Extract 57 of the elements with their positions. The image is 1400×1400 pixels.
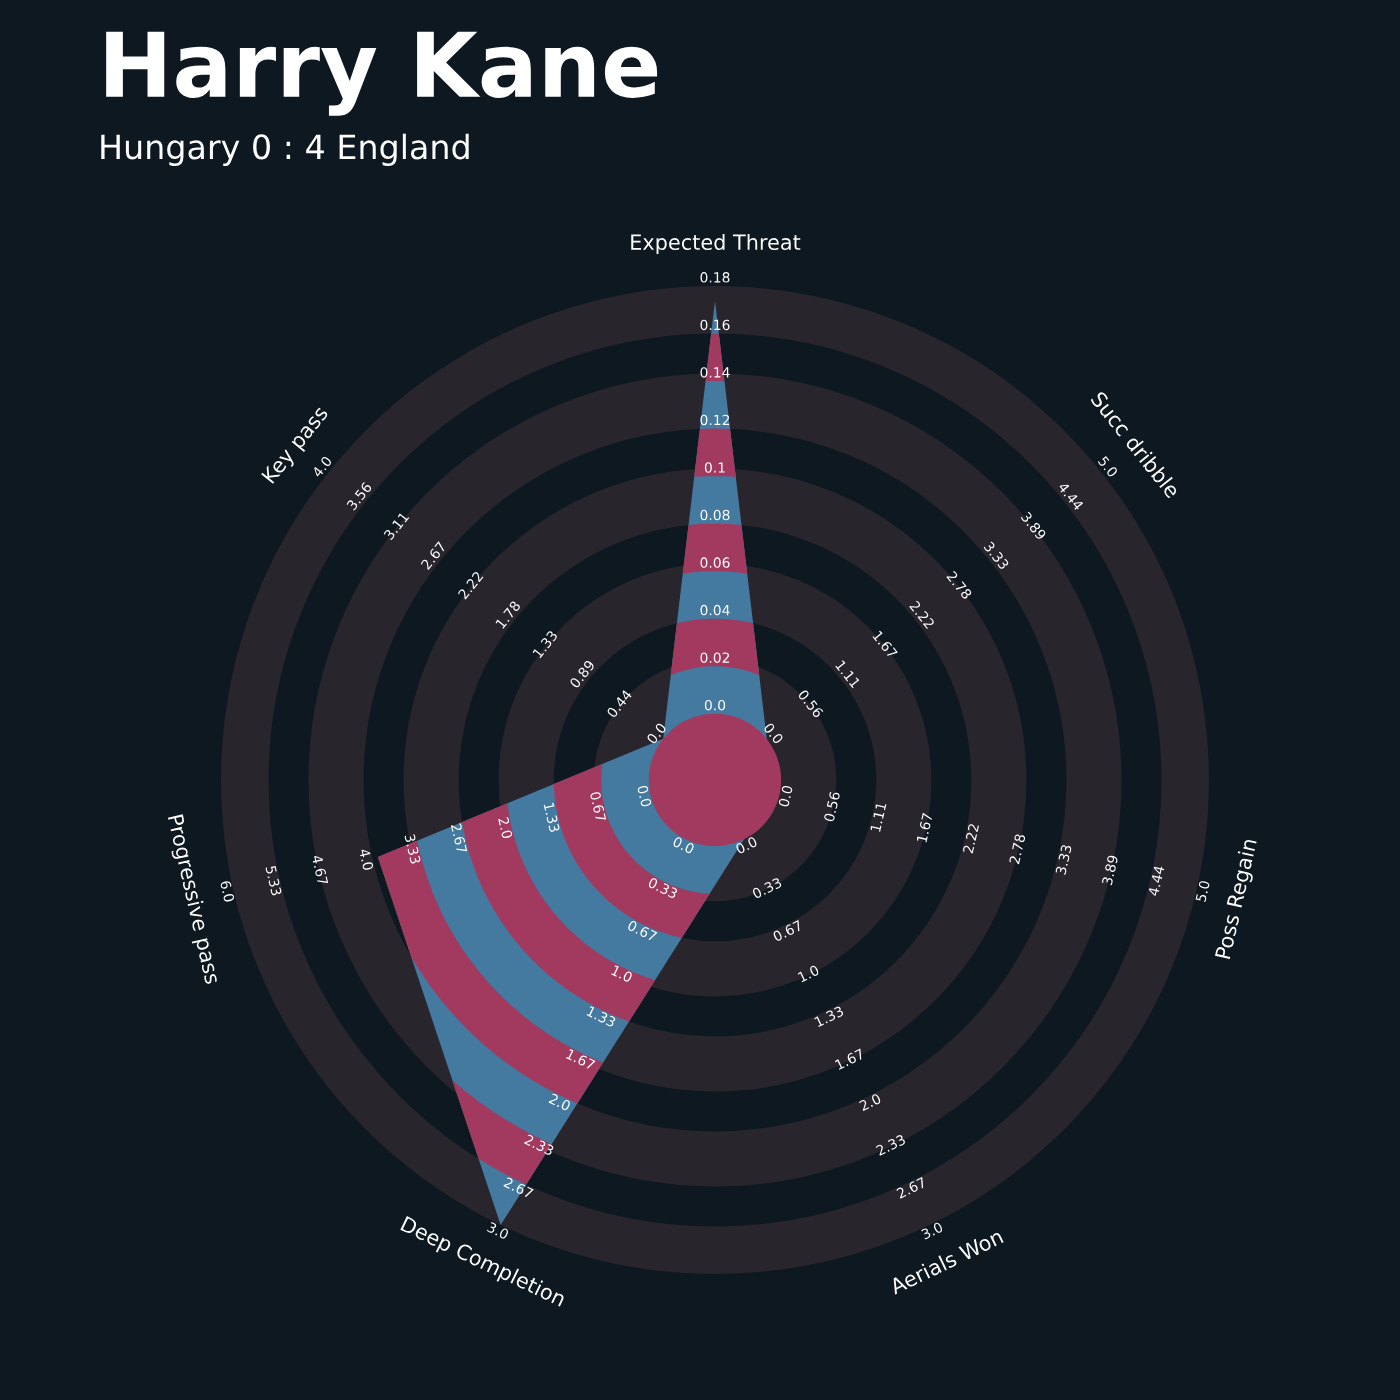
text: 1.0 <box>610 964 634 983</box>
text: 0.56 <box>823 791 841 823</box>
text: 2.33 <box>875 1134 906 1156</box>
chart-title: Harry Kane <box>106 31 658 116</box>
text: 0.16 <box>700 319 730 331</box>
text: 0.12 <box>700 414 730 426</box>
text: 0.0 <box>735 836 758 855</box>
spoke-label: Poss Regain <box>1214 838 1261 961</box>
chart-subtitle: Hungary 0 : 4 England <box>101 133 469 166</box>
text: 4.0 <box>358 848 374 871</box>
text: 0.0 <box>637 785 652 808</box>
text: 4.67 <box>311 854 329 886</box>
text: 0.0 <box>778 785 793 808</box>
text: 0.0 <box>672 836 695 855</box>
text: 3.0 <box>486 1221 510 1240</box>
text: 1.33 <box>814 1005 845 1028</box>
text: 2.22 <box>962 823 979 854</box>
text: 0.33 <box>647 877 679 899</box>
text: 0.67 <box>626 919 658 942</box>
text: 5.33 <box>265 865 283 896</box>
text: 6.0 <box>219 880 235 903</box>
text: 2.78 <box>1008 833 1026 865</box>
text: 0.18 <box>700 272 730 283</box>
text: 0.33 <box>751 877 783 900</box>
spoke-label: Expected Threat <box>631 233 801 255</box>
text: 0.67 <box>772 919 803 942</box>
text: 0.0 <box>646 722 667 745</box>
text: 3.33 <box>404 833 422 865</box>
text: 0.0 <box>704 699 726 711</box>
text: 2.0 <box>548 1093 572 1112</box>
text: 1.33 <box>543 802 561 833</box>
text: 1.67 <box>916 812 933 843</box>
text: 0.0 <box>763 722 784 745</box>
text: 1.67 <box>834 1048 865 1071</box>
text: 0.1 <box>704 462 725 473</box>
text: 0.67 <box>589 791 607 822</box>
text: 0.08 <box>700 509 730 521</box>
text: 1.33 <box>586 1005 617 1028</box>
text: 3.89 <box>1101 854 1119 886</box>
text: 2.0 <box>498 816 513 839</box>
text: 1.11 <box>870 802 887 832</box>
text: 3.33 <box>1055 844 1072 875</box>
text: 5.0 <box>1097 455 1119 478</box>
text: 2.67 <box>503 1176 534 1199</box>
text: 4.0 <box>311 455 333 478</box>
text: 0.04 <box>700 604 730 616</box>
text: 1.67 <box>565 1048 596 1071</box>
text: 2.33 <box>523 1134 555 1156</box>
text: 2.67 <box>896 1176 927 1199</box>
text: 2.67 <box>450 823 468 854</box>
text: 4.44 <box>1148 865 1165 897</box>
text: 1.0 <box>797 964 820 983</box>
text: 2.0 <box>858 1093 882 1112</box>
text: 0.06 <box>700 557 730 568</box>
text: 3.0 <box>920 1221 944 1240</box>
text: 5.0 <box>1195 880 1211 903</box>
text: 0.02 <box>700 652 730 663</box>
